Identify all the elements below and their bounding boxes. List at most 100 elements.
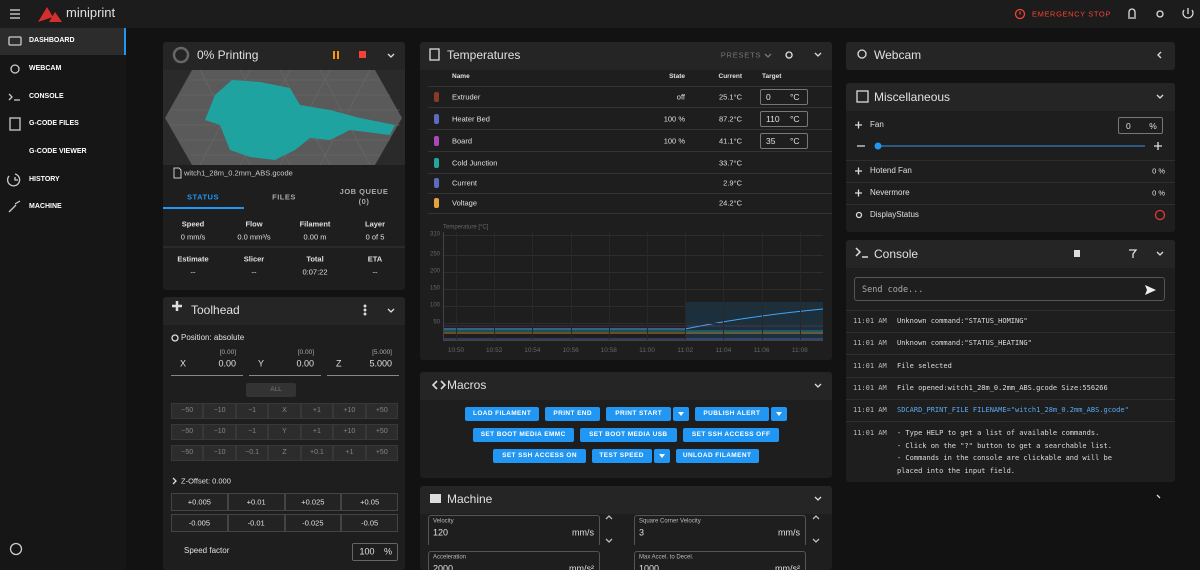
nav-item[interactable]: MACHINE xyxy=(29,202,62,210)
nav-item[interactable]: WEBCAM xyxy=(29,64,62,72)
jog-button[interactable] xyxy=(333,445,366,461)
jog-button[interactable] xyxy=(268,424,301,440)
sensor-current: 25.1°C xyxy=(718,92,742,102)
axis-field xyxy=(249,346,321,376)
console-line[interactable]: Unknown command:"STATUS_HOMING" xyxy=(897,316,1028,325)
jog-button[interactable] xyxy=(171,403,204,419)
jog-label: Y xyxy=(282,427,287,435)
macro-button[interactable] xyxy=(579,428,677,442)
jog-button[interactable] xyxy=(300,445,334,461)
stat-label: Layer xyxy=(364,219,386,229)
tab[interactable]: FILES xyxy=(272,192,296,202)
console-line[interactable]: Unknown command:"STATUS_HEATING" xyxy=(897,338,1032,347)
grid-line xyxy=(723,232,725,340)
jog-button[interactable] xyxy=(235,424,269,440)
jog-button[interactable] xyxy=(203,403,236,419)
panel-title: Console xyxy=(874,246,919,261)
fan-input[interactable] xyxy=(1118,117,1163,134)
tab[interactable]: JOB QUEUE (0) xyxy=(339,187,389,206)
macro-button[interactable] xyxy=(493,449,586,463)
sensor-name: Board xyxy=(452,136,473,146)
jog-button[interactable] xyxy=(333,403,366,419)
row-line xyxy=(846,160,1175,161)
brand: miniprint xyxy=(66,5,116,21)
macro-button[interactable] xyxy=(606,407,671,421)
number-field[interactable] xyxy=(428,551,600,570)
macro-menu[interactable] xyxy=(653,449,670,463)
jog-button[interactable] xyxy=(300,424,334,440)
row-line xyxy=(428,173,832,174)
x-tick-label: 11:02 xyxy=(677,347,694,355)
nav-item[interactable]: CONSOLE xyxy=(29,92,64,100)
console-line[interactable]: - Commands in the console are clickable … xyxy=(897,453,1112,462)
macro-button[interactable] xyxy=(591,449,652,463)
jog-button[interactable] xyxy=(268,403,301,419)
console-line[interactable]: - Type HELP to get a list of available c… xyxy=(897,428,1100,437)
z-offset-button[interactable] xyxy=(341,514,398,532)
console-line[interactable]: - Click on the "?" button to get a searc… xyxy=(897,441,1112,450)
target-value: 110 xyxy=(766,113,780,124)
console-line[interactable]: File opened:witch1_28m_0.2mm_ABS.gcode S… xyxy=(897,383,1108,392)
axis-name: X xyxy=(180,358,187,369)
jog-button[interactable] xyxy=(365,445,398,461)
row-line xyxy=(846,332,1175,333)
z-offset-button[interactable] xyxy=(284,493,342,511)
macro-button[interactable] xyxy=(682,428,780,442)
z-offset-label: -0.005 xyxy=(188,518,211,528)
presets[interactable]: PRESETS xyxy=(720,50,762,60)
x-tick-label: 11:08 xyxy=(791,347,808,355)
jog-button[interactable] xyxy=(235,403,269,419)
macro-button[interactable] xyxy=(695,407,769,421)
jog-label: +50 xyxy=(375,427,388,435)
y-tick-label: 100 xyxy=(429,302,440,309)
macro-button[interactable] xyxy=(675,449,759,463)
nav-item[interactable]: HISTORY xyxy=(29,175,60,183)
macro-button[interactable] xyxy=(545,407,601,421)
jog-label: +0.1 xyxy=(310,448,324,456)
jog-label: −50 xyxy=(181,427,194,435)
jog-button[interactable] xyxy=(171,445,204,461)
console-line[interactable]: placed into the input field. xyxy=(897,466,1016,475)
jog-button[interactable] xyxy=(268,445,301,461)
target-input[interactable] xyxy=(760,111,808,127)
target-input[interactable] xyxy=(760,133,808,149)
z-offset-button[interactable] xyxy=(227,493,285,511)
macro-button[interactable] xyxy=(465,407,539,421)
nav-item[interactable]: G-CODE FILES xyxy=(29,119,79,127)
speed-factor-input[interactable] xyxy=(352,543,398,561)
home-all-button[interactable] xyxy=(246,383,296,397)
number-field[interactable] xyxy=(634,551,806,570)
jog-button[interactable] xyxy=(235,445,269,461)
stat-label: Total xyxy=(306,254,324,264)
nav-item[interactable]: G-CODE VIEWER xyxy=(29,147,87,155)
speed-factor-label: Speed factor xyxy=(184,546,230,556)
jog-button[interactable] xyxy=(365,403,398,419)
target-input[interactable] xyxy=(760,89,808,105)
jog-button[interactable] xyxy=(203,424,236,440)
jog-button[interactable] xyxy=(365,424,398,440)
z-offset-button[interactable] xyxy=(341,493,398,511)
tab[interactable]: STATUS xyxy=(187,192,219,202)
z-offset-button[interactable] xyxy=(171,514,228,532)
macro-menu[interactable] xyxy=(673,407,689,421)
number-field[interactable] xyxy=(634,515,806,545)
console-input[interactable] xyxy=(854,277,1165,301)
jog-button[interactable] xyxy=(333,424,366,440)
jog-button[interactable] xyxy=(300,403,334,419)
jog-label: −0.1 xyxy=(245,448,259,456)
jog-button[interactable] xyxy=(171,424,204,440)
emergency-stop[interactable]: EMERGENCY STOP xyxy=(1032,9,1111,19)
macro-button[interactable] xyxy=(472,428,574,442)
z-offset-button[interactable] xyxy=(171,493,228,511)
z-offset-button[interactable] xyxy=(227,514,285,532)
z-offset-label: -0.01 xyxy=(247,518,265,528)
row-line xyxy=(428,213,832,214)
console-line[interactable]: File selected xyxy=(897,361,952,370)
z-offset-button[interactable] xyxy=(284,514,342,532)
number-field[interactable] xyxy=(428,515,600,545)
console-line[interactable]: SDCARD_PRINT_FILE FILENAME="witch1_28m_0… xyxy=(897,405,1129,414)
macro-menu[interactable] xyxy=(770,407,787,421)
macro-label: PUBLISH ALERT xyxy=(703,410,761,418)
jog-button[interactable] xyxy=(203,445,236,461)
nav-item[interactable]: DASHBOARD xyxy=(29,36,75,44)
